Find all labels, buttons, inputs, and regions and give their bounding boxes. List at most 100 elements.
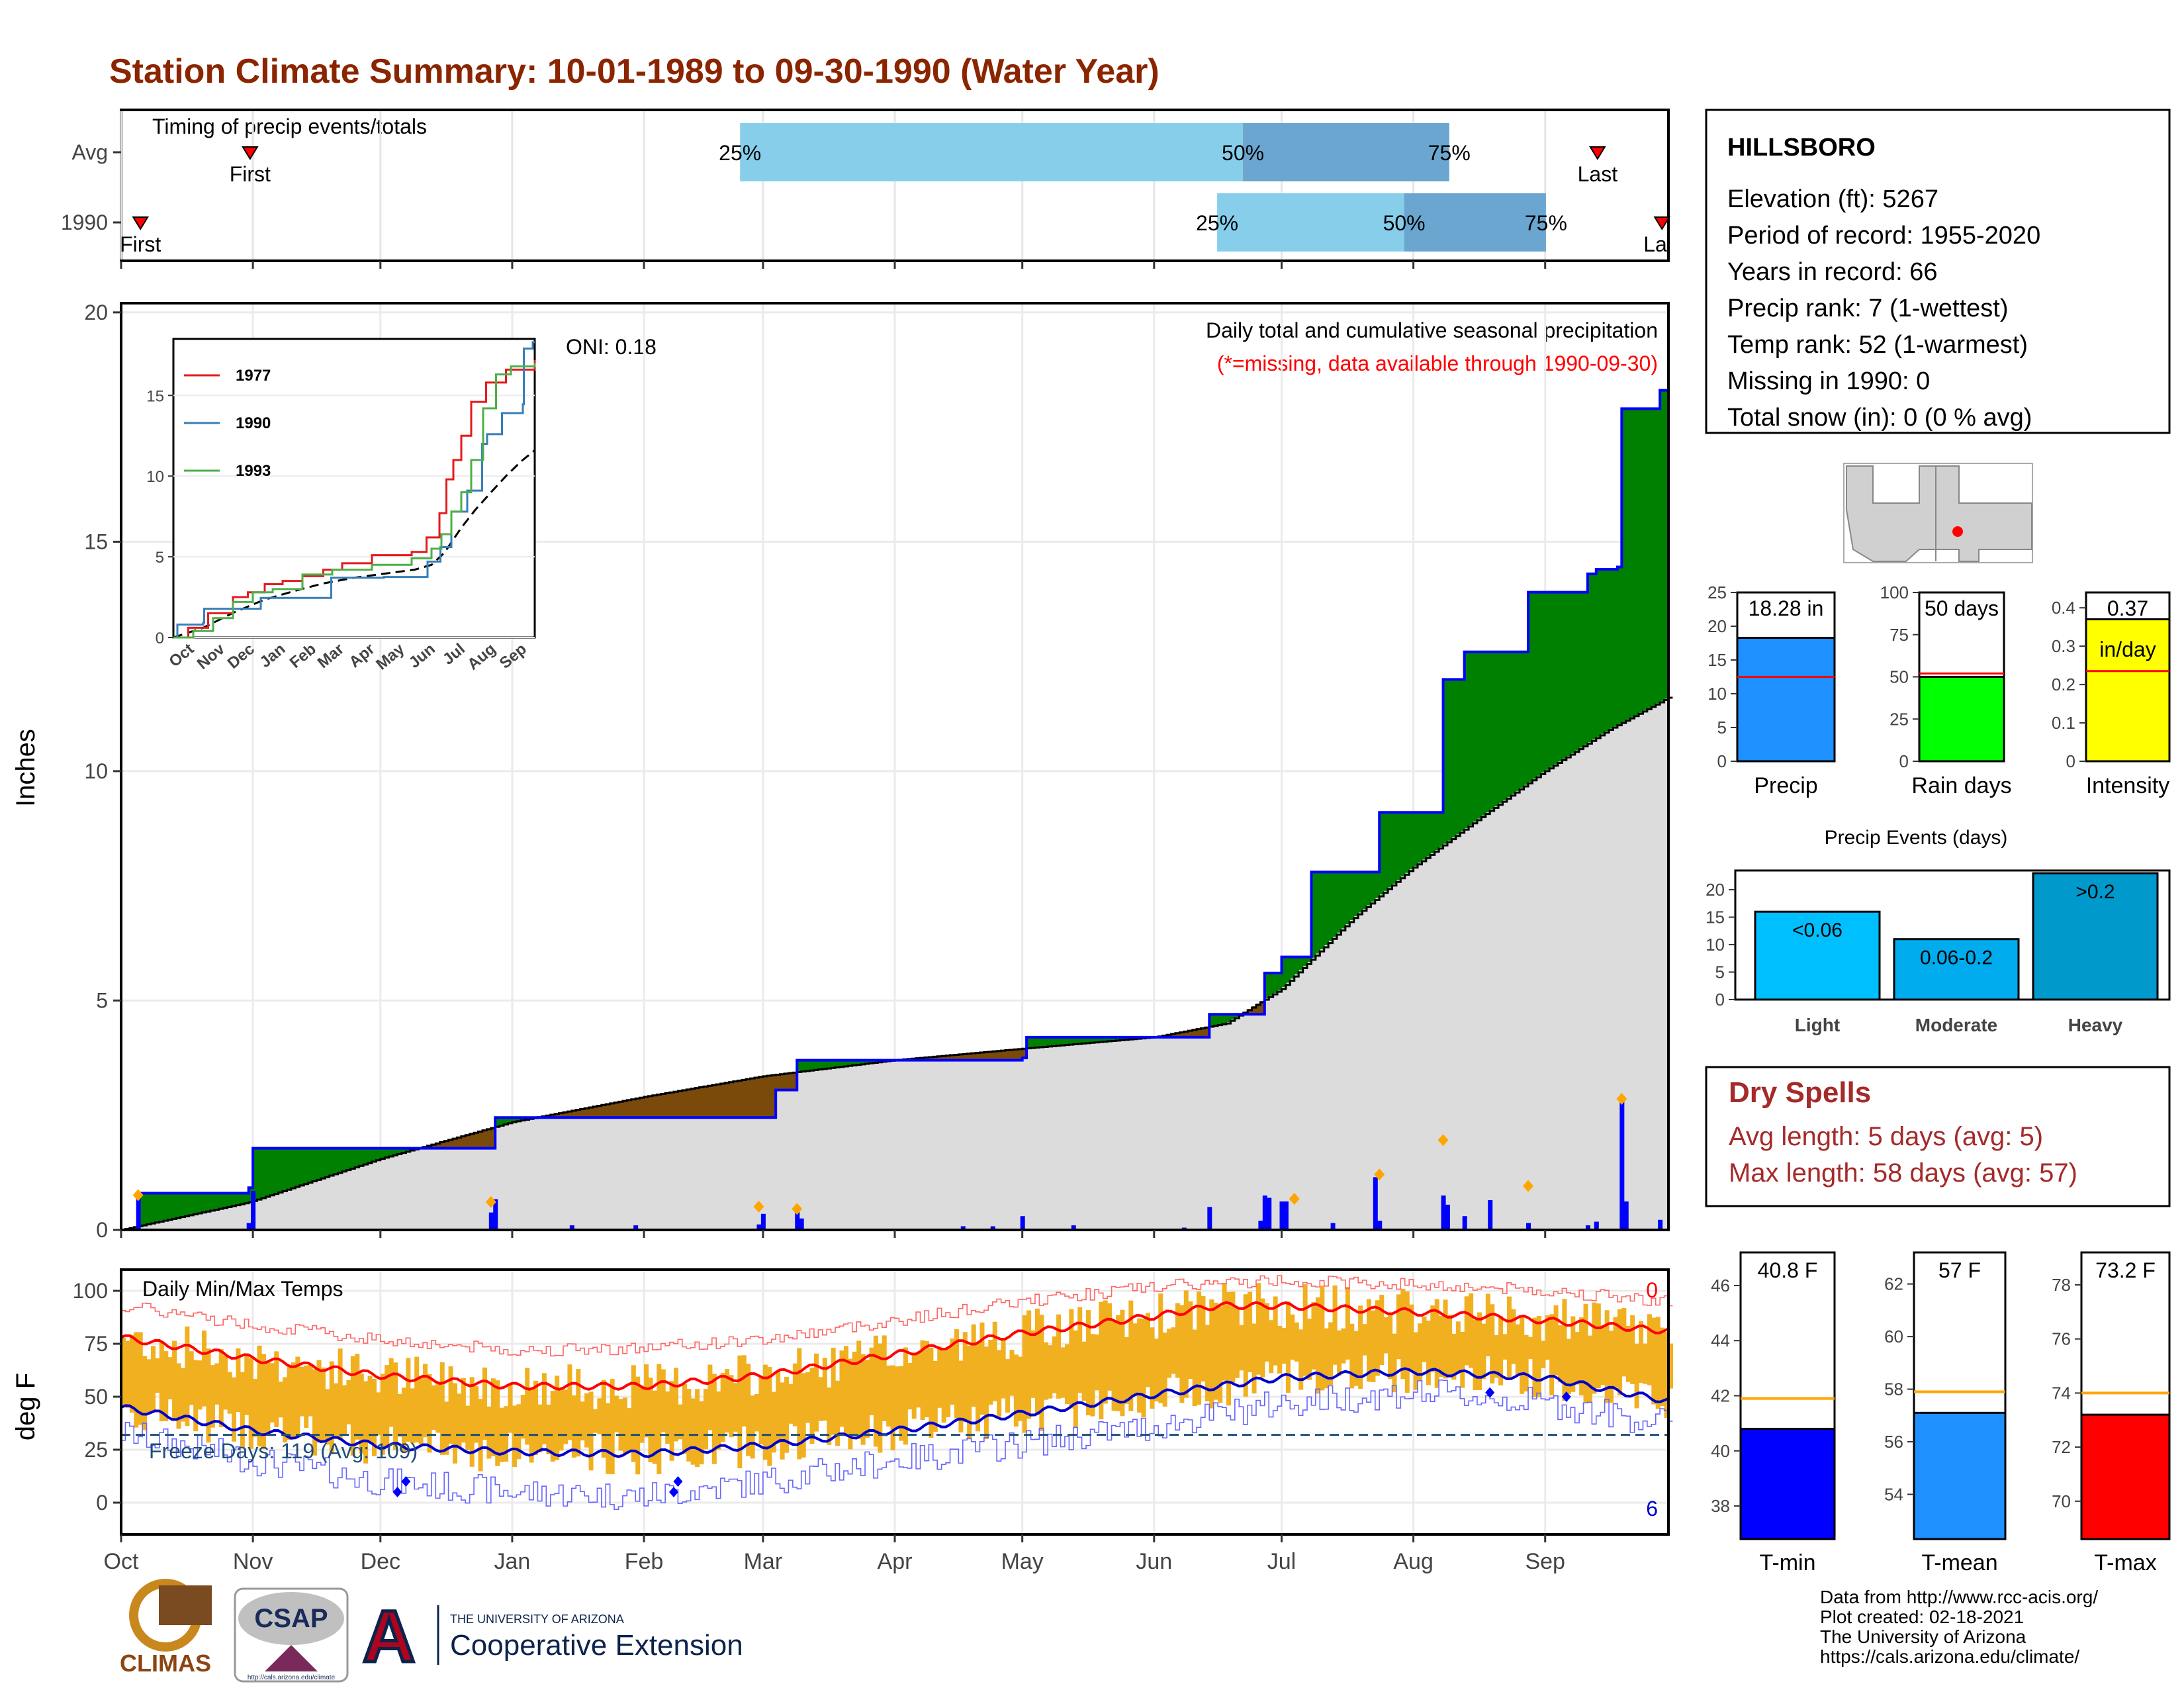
daily-precip-bar	[960, 1226, 966, 1230]
departure-strip	[563, 1111, 569, 1118]
daily-temp-bar	[809, 1367, 815, 1444]
departure-strip	[1081, 1037, 1087, 1044]
temp-ytick-label: 100	[73, 1279, 108, 1303]
timing-panel: Timing of precip events/totals Avg 25% 50%…	[61, 109, 1671, 269]
departure-strip	[869, 1060, 874, 1063]
daily-temp-bar	[1660, 1327, 1665, 1407]
daily-temp-bar	[733, 1383, 738, 1432]
departure-strip	[635, 1098, 641, 1118]
daily-temp-bar	[788, 1383, 794, 1424]
departure-strip	[1388, 812, 1393, 888]
mini-chart-bar	[2085, 618, 2171, 763]
station-name: HILLSBORO	[1727, 134, 1876, 162]
departure-strip	[1090, 1037, 1095, 1043]
daily-temp-bar	[648, 1378, 653, 1463]
daily-temp-bar	[1311, 1302, 1316, 1370]
events-bar-label: Moderate	[1915, 1015, 1997, 1035]
departure-strip	[1524, 651, 1529, 785]
daily-temp-bar	[512, 1405, 517, 1467]
daily-temp-bar	[1511, 1309, 1516, 1364]
departure-strip	[1502, 651, 1508, 800]
daily-temp-bar	[312, 1369, 318, 1456]
daily-temp-bar	[669, 1381, 674, 1461]
departure-strip	[176, 1193, 181, 1218]
daily-temp-bar	[1124, 1336, 1129, 1404]
daily-temp-bar	[541, 1373, 547, 1444]
departure-strip	[848, 1060, 853, 1066]
departure-strip	[665, 1092, 670, 1118]
departure-strip	[1290, 957, 1295, 979]
timing-50-label: 50%	[1222, 141, 1264, 165]
departure-strip	[380, 1148, 386, 1158]
departure-strip	[495, 1117, 500, 1127]
departure-strip	[1218, 1014, 1223, 1025]
month-label: Dec	[361, 1549, 400, 1574]
departure-strip	[1060, 1037, 1066, 1045]
daily-temp-bar	[1248, 1291, 1253, 1372]
departure-strip	[1222, 1014, 1227, 1024]
daily-temp-bar	[490, 1378, 496, 1456]
departure-strip	[1111, 1037, 1116, 1041]
dry-spells-avg: Avg length: 5 days (avg: 5)	[1729, 1122, 2043, 1151]
departure-strip	[606, 1103, 611, 1118]
events-bar-inner-label: 0.06-0.2	[1920, 947, 1993, 969]
temps-ylabel: deg F	[11, 1373, 40, 1440]
departure-strip	[856, 1060, 862, 1065]
departure-strip	[584, 1107, 590, 1118]
departure-strip	[1251, 1006, 1257, 1015]
daily-temp-bar	[342, 1385, 347, 1434]
daily-temp-bar	[1201, 1295, 1206, 1382]
departure-strip	[741, 1079, 747, 1118]
daily-temp-bar	[520, 1395, 525, 1439]
departure-strip	[142, 1193, 148, 1225]
departure-strip	[746, 1078, 751, 1118]
departure-strip	[1201, 1027, 1206, 1037]
departure-strip	[976, 1053, 981, 1060]
departure-strip	[801, 1060, 806, 1072]
daily-temp-bar	[711, 1374, 717, 1464]
daily-temp-bar	[1213, 1303, 1218, 1400]
daily-temp-bar	[1034, 1308, 1040, 1415]
daily-temp-bar	[983, 1346, 989, 1440]
departure-strip	[1332, 872, 1338, 937]
daily-temp-bar	[652, 1390, 657, 1464]
departure-strip	[1506, 651, 1512, 798]
daily-precip-bar	[1619, 1101, 1625, 1230]
departure-strip	[750, 1078, 755, 1118]
daily-precip-bar	[1462, 1216, 1467, 1230]
daily-temp-bar	[1473, 1319, 1478, 1391]
daily-precip-bar	[1594, 1221, 1599, 1230]
departure-strip	[1515, 651, 1520, 791]
daily-temp-bar	[359, 1373, 364, 1454]
departure-strip	[299, 1148, 304, 1185]
departure-strip	[1094, 1037, 1100, 1043]
daily-temp-bar	[257, 1345, 262, 1447]
departure-strip	[614, 1102, 619, 1118]
daily-temp-bar	[822, 1358, 827, 1421]
departure-strip	[933, 1056, 938, 1060]
inset-legend-label: 1990	[236, 414, 271, 432]
daily-temp-bar	[1269, 1320, 1274, 1374]
daily-temp-bar	[371, 1378, 377, 1456]
daily-temp-bar	[933, 1360, 938, 1432]
departure-strip	[639, 1097, 645, 1118]
departure-strip	[516, 1117, 522, 1121]
daily-temp-bar	[843, 1346, 848, 1436]
daily-temp-bar	[435, 1382, 441, 1433]
departure-strip	[1447, 679, 1453, 841]
daily-temp-bar	[1655, 1317, 1661, 1409]
daily-temp-bar	[741, 1355, 747, 1427]
daily-temp-bar	[232, 1377, 237, 1442]
temp-ytick-label: 25	[84, 1438, 108, 1462]
departure-strip	[376, 1148, 381, 1160]
daily-temp-bar	[610, 1379, 615, 1475]
daily-temp-bar	[206, 1348, 211, 1443]
departure-strip	[797, 1060, 802, 1072]
departure-strip	[1197, 1029, 1202, 1037]
departure-strip	[1167, 1034, 1172, 1037]
daily-temp-bar	[172, 1340, 177, 1421]
daily-temp-bar	[380, 1374, 385, 1455]
departure-strip	[431, 1144, 437, 1149]
record-low-marker	[669, 1487, 678, 1497]
